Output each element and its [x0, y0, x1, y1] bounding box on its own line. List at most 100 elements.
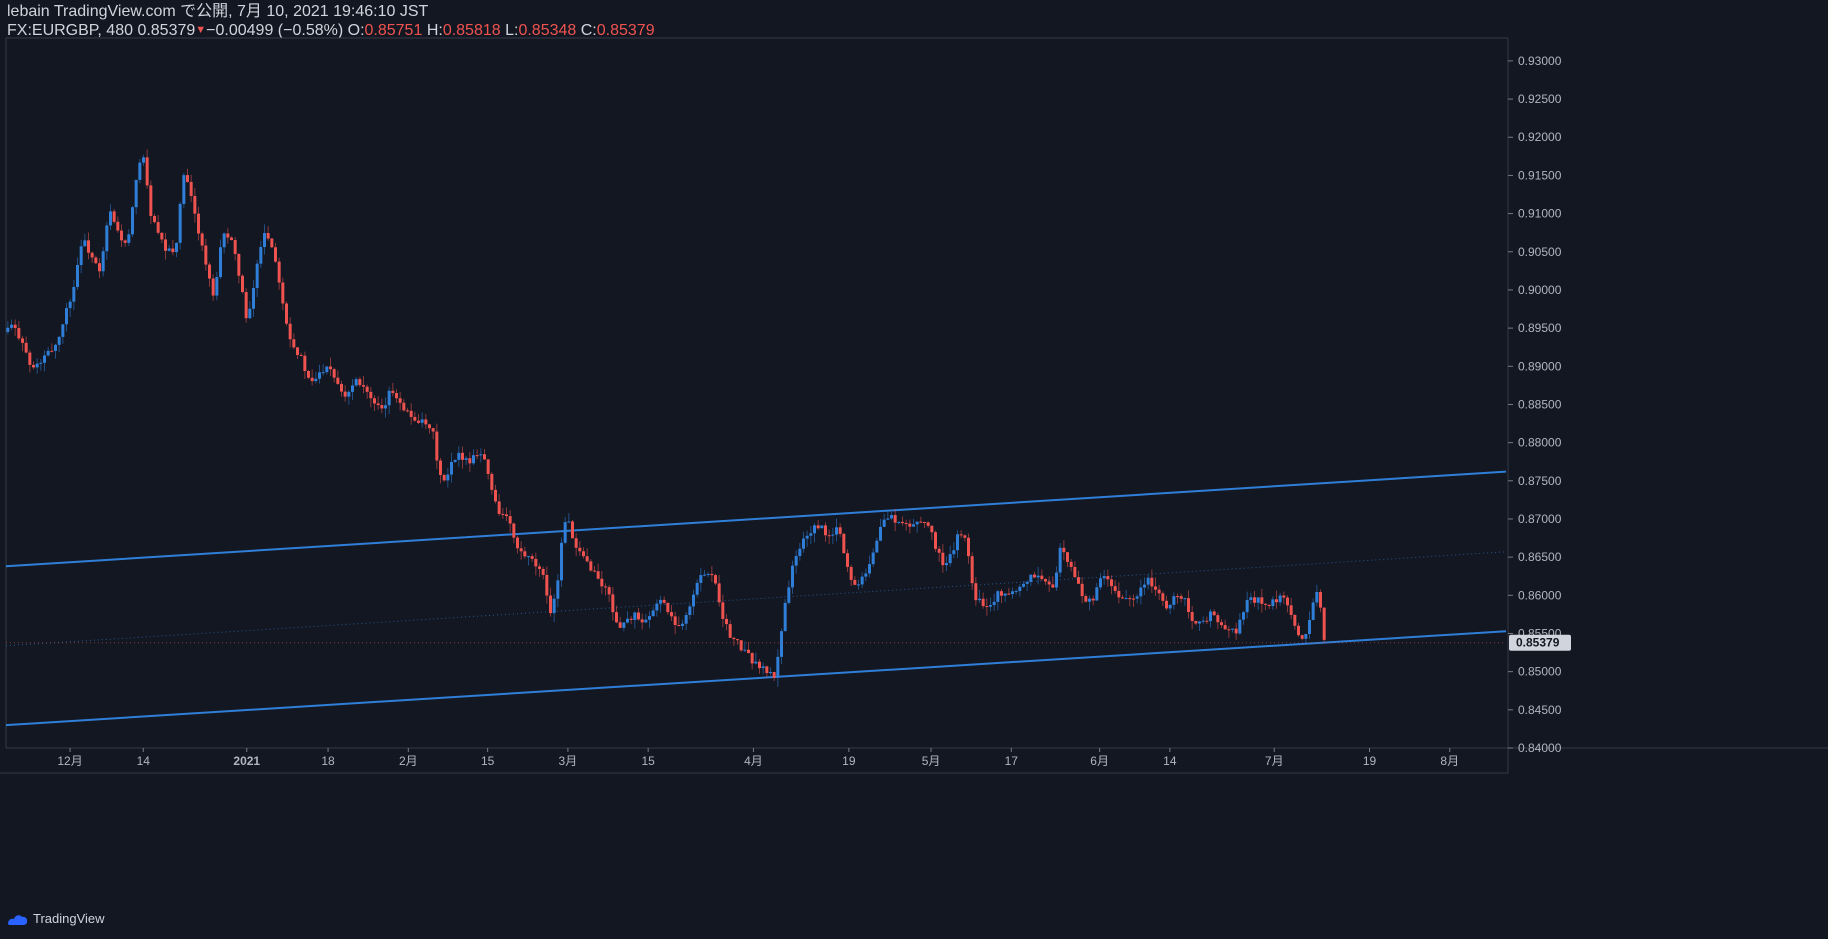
x-tick-label: 4月 — [744, 754, 763, 768]
candle-body — [930, 525, 934, 533]
candle-body — [1165, 600, 1168, 609]
candle-body — [651, 610, 655, 617]
candle-body — [640, 619, 644, 623]
candle-body — [1209, 611, 1212, 622]
x-tick-label: 15 — [481, 754, 495, 768]
candle-body — [461, 452, 464, 460]
candle-body — [567, 521, 571, 523]
y-tick-label: 0.92500 — [1518, 92, 1562, 106]
candle-body — [208, 264, 211, 279]
candle-body — [780, 631, 783, 657]
candle-body — [842, 533, 846, 554]
candle-body — [318, 372, 321, 379]
candle-body — [527, 556, 530, 558]
candle-body — [956, 534, 959, 551]
candle-body — [450, 461, 453, 475]
y-tick-label: 0.87500 — [1518, 474, 1562, 488]
candle-body — [1025, 581, 1029, 584]
tradingview-logo-icon[interactable] — [6, 911, 30, 927]
candle-body — [1198, 621, 1201, 624]
y-tick-label: 0.85000 — [1518, 665, 1562, 679]
candle-body — [516, 537, 519, 549]
y-tick-label: 0.91500 — [1518, 168, 1562, 182]
y-tick-label: 0.89000 — [1518, 359, 1562, 373]
candle-body — [787, 587, 791, 603]
candle-body — [996, 591, 1000, 602]
candle-body — [607, 587, 611, 595]
candle-body — [1007, 593, 1011, 595]
candle-body — [970, 556, 974, 584]
candle-body — [1282, 595, 1286, 598]
candle-body — [325, 366, 329, 373]
candle-body — [1315, 592, 1319, 603]
candle-body — [893, 515, 897, 523]
candle-body — [688, 606, 692, 615]
trendline-lower — [5, 630, 1507, 727]
candle-body — [428, 424, 431, 429]
y-tick-label: 0.89500 — [1518, 321, 1562, 335]
candle-body — [534, 558, 538, 567]
candle-body — [83, 240, 87, 247]
tradingview-brand[interactable]: TradingView — [33, 911, 105, 926]
candle-body — [457, 452, 461, 460]
y-tick-label: 0.90000 — [1518, 283, 1562, 297]
candle-body — [1216, 615, 1220, 623]
candle-body — [926, 522, 930, 526]
candle-body — [1183, 598, 1187, 600]
candle-body — [692, 594, 695, 607]
y-tick-label: 0.86000 — [1518, 588, 1562, 602]
candle-body — [732, 637, 736, 640]
candle-body — [490, 473, 494, 490]
candle-body — [186, 175, 189, 182]
candle-body — [721, 602, 725, 619]
candle-body — [530, 556, 534, 559]
candle-body — [6, 327, 10, 332]
candle-body — [611, 594, 615, 613]
candle-body — [1095, 587, 1099, 601]
candle-body — [288, 323, 292, 340]
candle-body — [666, 602, 670, 613]
candle-body — [167, 248, 171, 251]
last-price-label: 0.85379 — [1516, 636, 1560, 650]
candle-body — [1300, 635, 1304, 639]
candle-body — [200, 233, 204, 246]
candle-body — [1242, 612, 1245, 620]
candle-body — [354, 379, 358, 386]
candle-body — [142, 157, 145, 163]
high-value: 0.85818 — [442, 22, 501, 39]
candle-body — [538, 566, 541, 569]
trendline-upper — [5, 470, 1507, 568]
candle-body — [1154, 586, 1157, 590]
candle-body — [1161, 593, 1165, 601]
candle-body — [439, 460, 442, 475]
candle-body — [1190, 612, 1194, 621]
candle-body — [424, 419, 428, 425]
candle-body — [736, 639, 739, 641]
candle-body — [1077, 577, 1080, 584]
candle-body — [1036, 575, 1040, 578]
candle-body — [1205, 620, 1209, 622]
candle-body — [1121, 597, 1124, 599]
candle-body — [659, 599, 662, 604]
candle-body — [153, 216, 156, 223]
candle-body — [952, 550, 956, 555]
candle-body — [541, 568, 545, 575]
candle-body — [1172, 596, 1176, 605]
x-tick-label: 7月 — [1265, 754, 1284, 768]
candle-body — [1051, 584, 1055, 588]
candle-body — [277, 261, 281, 283]
candle-body — [923, 521, 926, 523]
candle-body — [831, 534, 835, 536]
candle-body — [351, 385, 354, 392]
candle-body — [420, 419, 424, 423]
candle-body — [204, 245, 208, 265]
candle-body — [28, 352, 32, 365]
candle-body — [571, 521, 574, 539]
candle-body — [127, 234, 131, 243]
candle-body — [1322, 607, 1326, 640]
symbol-label[interactable]: FX:EURGBP, 480 — [7, 22, 133, 39]
x-tick-label: 14 — [137, 754, 151, 768]
candle-body — [90, 252, 94, 258]
candle-body — [989, 605, 992, 607]
